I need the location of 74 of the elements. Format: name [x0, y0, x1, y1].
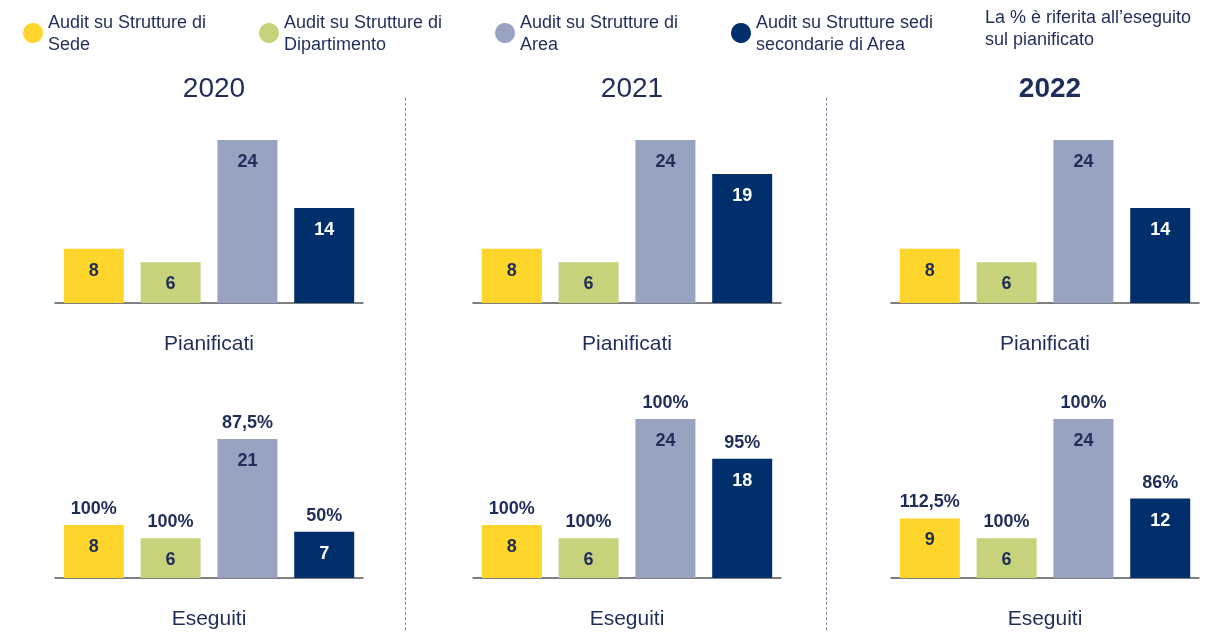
- bar: [294, 207, 355, 303]
- x-axis-title: Eseguiti: [589, 606, 665, 629]
- bar: [899, 518, 960, 578]
- annotation: 86%: [1142, 471, 1179, 492]
- data-label: 14: [1150, 218, 1171, 239]
- x-axis-title: Pianificati: [164, 331, 254, 354]
- legend-label: Audit su Strutture di Sede: [48, 12, 212, 54]
- legend-label: Audit su Strutture di Dipartimento: [284, 12, 448, 54]
- bar: [140, 262, 201, 303]
- data-label: 6: [165, 549, 176, 570]
- data-label: 6: [165, 273, 176, 294]
- chart-title: 2022: [1018, 71, 1082, 103]
- chart-title: 2021: [600, 71, 664, 103]
- data-label: 6: [1001, 273, 1012, 294]
- bar: [635, 419, 696, 578]
- bar: [558, 538, 619, 578]
- x-axis-title: Eseguiti: [1007, 606, 1083, 629]
- bar: [1130, 498, 1191, 578]
- bar: [294, 531, 355, 578]
- bar: [217, 438, 278, 578]
- x-axis-title: Pianificati: [582, 331, 672, 354]
- bar: [217, 140, 278, 303]
- bar: [976, 538, 1037, 578]
- data-label: 19: [732, 184, 753, 205]
- data-label: 12: [1150, 509, 1171, 530]
- data-label: 7: [319, 542, 330, 563]
- data-label: 18: [732, 469, 753, 490]
- bar: [899, 248, 960, 303]
- annotation: 100%: [983, 511, 1030, 532]
- text: La % è riferita all’eseguito sul pianificato: [985, 6, 1193, 50]
- data-label: 24: [237, 151, 258, 171]
- bar: [1130, 207, 1191, 303]
- data-label: 8: [506, 259, 517, 280]
- text: 100%: [1060, 392, 1107, 412]
- bar: [976, 262, 1037, 303]
- bar: [481, 525, 542, 578]
- data-label: 6: [583, 273, 594, 294]
- bar: [63, 248, 124, 303]
- data-label: 8: [924, 259, 935, 280]
- data-label: 8: [88, 259, 99, 280]
- data-label: 14: [314, 218, 335, 239]
- bar: [635, 140, 696, 303]
- x-axis-title: Eseguiti: [171, 606, 247, 629]
- data-label: 6: [1001, 549, 1012, 570]
- data-label: 21: [237, 449, 258, 470]
- data-label: 8: [88, 536, 99, 556]
- text: 87,5%: [221, 411, 273, 432]
- legend-label: Audit su Strutture di Area: [520, 12, 684, 54]
- bar: [63, 525, 124, 578]
- chart-title: 2020: [182, 71, 246, 103]
- annotation: 100%: [488, 498, 535, 518]
- annotation: 112,5%: [899, 491, 960, 512]
- annotation: 100%: [70, 498, 117, 518]
- data-label: 9: [924, 529, 935, 550]
- annotation: 100%: [147, 511, 194, 532]
- bar: [712, 173, 773, 303]
- bar: [1053, 419, 1114, 578]
- data-label: 24: [1073, 151, 1094, 171]
- bar: [558, 262, 619, 303]
- data-label: 24: [655, 151, 676, 171]
- bar: [140, 538, 201, 578]
- annotation: 50%: [306, 504, 343, 525]
- data-label: 8: [506, 536, 517, 556]
- annotation: 100%: [565, 511, 612, 532]
- data-label: 6: [583, 549, 594, 570]
- bar: [1053, 140, 1114, 303]
- text: 100%: [642, 392, 689, 412]
- x-axis-title: Pianificati: [1000, 331, 1090, 354]
- bar: [481, 248, 542, 303]
- legend-label: Audit su Strutture sedi secondarie di Area: [756, 12, 939, 54]
- data-label: 24: [1073, 430, 1094, 450]
- data-label: 24: [655, 430, 676, 450]
- annotation: 95%: [724, 431, 761, 452]
- bar: [712, 458, 773, 578]
